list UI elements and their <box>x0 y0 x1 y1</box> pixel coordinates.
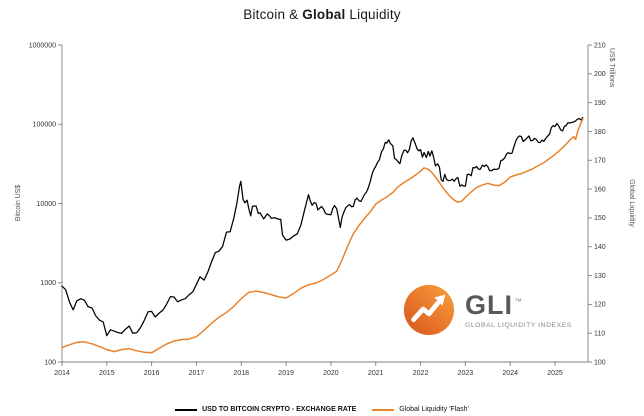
gli-logo-textblock: GLI™ GLOBAL LIQUIDITY INDEXES <box>465 289 572 329</box>
x-tick-label: 2020 <box>323 370 339 377</box>
right-tick-label: 160 <box>594 186 606 193</box>
x-tick-label: 2015 <box>99 370 115 377</box>
x-tick-label: 2019 <box>278 370 294 377</box>
right-tick-label: 110 <box>594 330 605 337</box>
right-tick-label: 200 <box>594 71 606 78</box>
title-suffix: Liquidity <box>345 7 401 22</box>
right-tick-label: 210 <box>594 42 606 49</box>
x-tick-label: 2017 <box>189 370 205 377</box>
x-tick-label: 2014 <box>54 370 70 377</box>
right-tick-label: 130 <box>594 273 606 280</box>
legend-item-liquidity: Global Liquidity 'Flash' <box>372 406 469 413</box>
gli-logo-subtext: GLOBAL LIQUIDITY INDEXES <box>465 321 572 329</box>
liquidity-line-swatch <box>372 408 395 411</box>
left-tick-label: 1000000 <box>29 42 56 49</box>
x-tick-label: 2018 <box>233 370 249 377</box>
legend-label-bitcoin: USD TO BITCOIN CRYPTO - EXCHANGE RATE <box>202 406 357 413</box>
title-prefix: Bitcoin & <box>243 7 303 22</box>
gli-logo-icon <box>403 284 455 336</box>
x-tick-label: 2021 <box>368 370 384 377</box>
page-title: Bitcoin & Global Liquidity <box>0 7 644 22</box>
right-tick-label: 140 <box>594 244 606 251</box>
bitcoin-price-line <box>61 117 584 337</box>
right-tick-label: 120 <box>594 302 606 309</box>
gli-logo: GLI™ GLOBAL LIQUIDITY INDEXES <box>402 283 572 337</box>
trademark-symbol: ™ <box>514 296 523 306</box>
right-tick-label: 180 <box>594 129 606 136</box>
legend-label-liquidity: Global Liquidity 'Flash' <box>399 406 469 413</box>
left-tick-label: 10000 <box>37 201 57 208</box>
x-tick-label: 2025 <box>547 370 563 377</box>
right-axis-units-title: US$ Trillions <box>608 48 615 88</box>
right-axis-title: Global Liquidity <box>628 179 635 227</box>
x-tick-label: 2022 <box>413 370 429 377</box>
right-tick-label: 100 <box>594 359 606 366</box>
left-tick-label: 1000 <box>40 280 56 287</box>
left-tick-label: 100000 <box>33 122 56 129</box>
right-tick-label: 190 <box>594 100 606 107</box>
x-tick-label: 2024 <box>502 370 518 377</box>
legend-item-bitcoin: USD TO BITCOIN CRYPTO - EXCHANGE RATE <box>175 406 356 413</box>
right-tick-label: 150 <box>594 215 606 222</box>
left-tick-label: 100 <box>44 359 56 366</box>
chart-legend: USD TO BITCOIN CRYPTO - EXCHANGE RATE Gl… <box>0 406 644 413</box>
x-tick-label: 2023 <box>458 370 474 377</box>
global-liquidity-line <box>61 118 584 354</box>
gli-logo-name: GLI™ <box>465 289 572 320</box>
gli-logo-text: GLI <box>465 289 513 320</box>
bitcoin-line-swatch <box>175 408 198 411</box>
left-axis-title: Bitcoin US$ <box>15 185 22 222</box>
x-tick-label: 2016 <box>144 370 160 377</box>
right-tick-label: 170 <box>594 158 606 165</box>
title-bold: Global <box>302 7 346 22</box>
